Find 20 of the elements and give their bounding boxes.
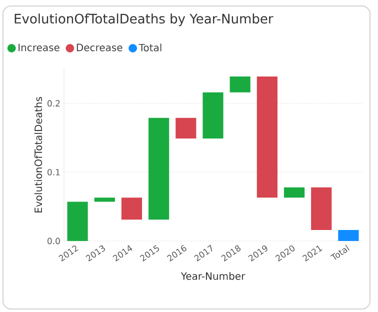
bar [202,92,224,138]
legend-label: Total [138,44,162,52]
bar [94,198,115,202]
bar [230,76,250,92]
y-axis-title: EvolutionOfTotalDeaths [34,97,42,212]
legend-label: Decrease [76,44,122,52]
bar [121,198,142,220]
bar [67,202,88,241]
y-tick-label: 0.0 [48,238,60,244]
y-tick-label: 0.1 [48,168,60,176]
bar [148,118,170,220]
y-tick-label: 0.2 [48,100,60,107]
bar [311,187,332,230]
bar [256,76,278,198]
bar [176,118,196,138]
chart-title: EvolutionOfTotalDeaths by Year-Number [14,14,274,26]
bar [284,187,305,198]
x-axis-title: Year-Number [180,272,246,280]
bar [338,230,359,241]
legend-label: Increase [18,44,60,52]
